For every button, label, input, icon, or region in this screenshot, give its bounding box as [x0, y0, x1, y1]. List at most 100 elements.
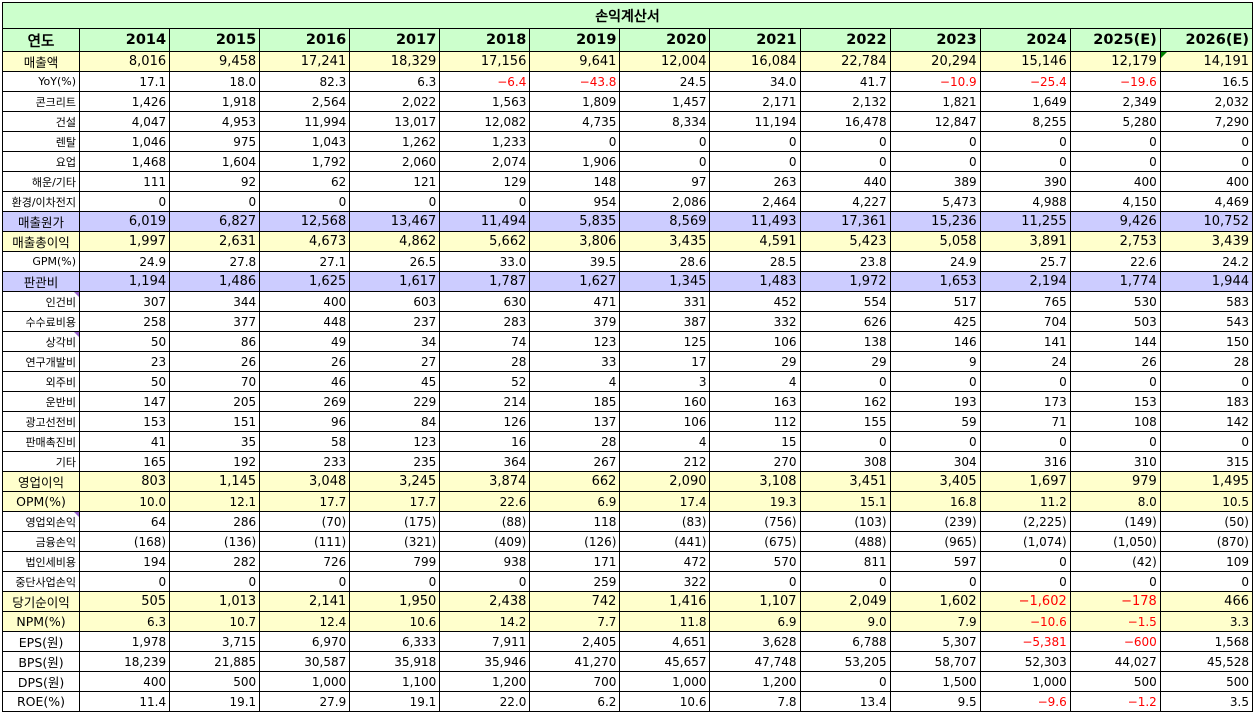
table-cell[interactable]: 35	[169, 431, 261, 452]
table-cell[interactable]: 45	[349, 371, 441, 392]
row-label[interactable]: 운반비	[1, 391, 81, 412]
table-cell[interactable]: 1,145	[169, 471, 261, 492]
table-cell[interactable]: 0	[709, 151, 801, 172]
table-cell[interactable]: (168)	[79, 531, 171, 552]
table-cell[interactable]: 35,918	[349, 651, 441, 672]
table-cell[interactable]: 0	[1159, 371, 1254, 392]
table-cell[interactable]: 7.9	[889, 611, 981, 632]
table-cell[interactable]: 26.5	[349, 251, 441, 272]
table-cell[interactable]: 2,049	[799, 591, 891, 612]
table-cell[interactable]: 11,493	[709, 211, 801, 232]
table-cell[interactable]: 53,205	[799, 651, 891, 672]
table-cell[interactable]: 17.1	[79, 71, 171, 92]
table-cell[interactable]: 2,405	[529, 631, 621, 652]
table-cell[interactable]: (70)	[259, 511, 351, 532]
table-cell[interactable]: 765	[979, 291, 1071, 312]
table-cell[interactable]: 543	[1159, 311, 1254, 332]
table-cell[interactable]: 0	[709, 131, 801, 152]
table-cell[interactable]: 34.0	[709, 71, 801, 92]
table-cell[interactable]: 41.7	[799, 71, 891, 92]
table-cell[interactable]: 82.3	[259, 71, 351, 92]
table-cell[interactable]: 1,972	[799, 271, 891, 292]
table-cell[interactable]: 28.6	[619, 251, 711, 272]
table-cell[interactable]: (111)	[259, 531, 351, 552]
table-cell[interactable]: 8,569	[619, 211, 711, 232]
year-header-cell[interactable]: 2017	[349, 28, 441, 52]
table-cell[interactable]: 10,752	[1159, 211, 1254, 232]
table-cell[interactable]: 379	[529, 311, 621, 332]
table-cell[interactable]: 24	[979, 351, 1071, 372]
table-cell[interactable]: 1,774	[1069, 271, 1161, 292]
table-cell[interactable]: 97	[619, 171, 711, 192]
row-label[interactable]: 매출총이익	[1, 231, 81, 252]
year-header-cell[interactable]: 2021	[709, 28, 801, 52]
table-cell[interactable]: 0	[1159, 131, 1254, 152]
table-cell[interactable]: 59	[889, 411, 981, 432]
table-cell[interactable]: 153	[1069, 391, 1161, 412]
table-cell[interactable]: 5,835	[529, 211, 621, 232]
table-cell[interactable]: 1,500	[889, 671, 981, 692]
table-cell[interactable]: 13.4	[799, 691, 891, 712]
table-cell[interactable]: 307	[79, 291, 171, 312]
table-cell[interactable]: 1,653	[889, 271, 981, 292]
table-cell[interactable]: 400	[79, 671, 171, 692]
table-cell[interactable]: 121	[349, 171, 441, 192]
year-header-cell[interactable]: 2020	[619, 28, 711, 52]
table-cell[interactable]: 148	[529, 171, 621, 192]
row-label[interactable]: 당기순이익	[1, 591, 81, 612]
table-cell[interactable]: (441)	[619, 531, 711, 552]
table-cell[interactable]: 92	[169, 171, 261, 192]
table-cell[interactable]: 1,043	[259, 131, 351, 152]
table-cell[interactable]: (1,074)	[979, 531, 1071, 552]
table-cell[interactable]: 270	[709, 451, 801, 472]
table-cell[interactable]: 8,255	[979, 111, 1071, 132]
table-cell[interactable]: 364	[439, 451, 531, 472]
table-cell[interactable]: 316	[979, 451, 1071, 472]
table-cell[interactable]: 46	[259, 371, 351, 392]
table-cell[interactable]: 15,236	[889, 211, 981, 232]
year-header-cell[interactable]: 2014	[79, 28, 171, 52]
table-cell[interactable]: 4,862	[349, 231, 441, 252]
table-cell[interactable]: 6.9	[529, 491, 621, 512]
table-cell[interactable]: 3.3	[1159, 611, 1254, 632]
table-cell[interactable]: 29	[799, 351, 891, 372]
table-cell[interactable]: 1,627	[529, 271, 621, 292]
row-label[interactable]: 매출액	[1, 51, 81, 72]
table-cell[interactable]: 1,426	[79, 91, 171, 112]
table-cell[interactable]: 0	[799, 151, 891, 172]
table-cell[interactable]: 1,978	[79, 631, 171, 652]
table-cell[interactable]: 1,000	[979, 671, 1071, 692]
table-cell[interactable]: 0	[799, 571, 891, 592]
table-cell[interactable]: 4	[619, 431, 711, 452]
row-label[interactable]: 콘크리트	[1, 91, 81, 112]
table-cell[interactable]: 11.8	[619, 611, 711, 632]
table-cell[interactable]: 1,625	[259, 271, 351, 292]
table-cell[interactable]: 0	[799, 431, 891, 452]
table-cell[interactable]: (50)	[1159, 511, 1254, 532]
row-label[interactable]: 중단사업손익	[1, 571, 81, 592]
year-header-cell[interactable]: 2019	[529, 28, 621, 52]
table-cell[interactable]: 22.6	[1069, 251, 1161, 272]
table-cell[interactable]: 2,141	[259, 591, 351, 612]
table-cell[interactable]: 11.4	[79, 691, 171, 712]
table-cell[interactable]: 3,405	[889, 471, 981, 492]
table-cell[interactable]: 1,233	[439, 131, 531, 152]
table-cell[interactable]: 237	[349, 311, 441, 332]
table-cell[interactable]: 16,084	[709, 51, 801, 72]
table-cell[interactable]: 123	[529, 331, 621, 352]
row-label[interactable]: ROE(%)	[1, 691, 81, 712]
table-cell[interactable]: 4,047	[79, 111, 171, 132]
table-cell[interactable]: 0	[1069, 371, 1161, 392]
table-cell[interactable]: 1,345	[619, 271, 711, 292]
row-label[interactable]: 건설	[1, 111, 81, 132]
table-cell[interactable]: 12,082	[439, 111, 531, 132]
table-cell[interactable]: 283	[439, 311, 531, 332]
table-cell[interactable]: 0	[889, 571, 981, 592]
table-cell[interactable]: 17.4	[619, 491, 711, 512]
table-cell[interactable]: (2,225)	[979, 511, 1071, 532]
table-cell[interactable]: 71	[979, 411, 1071, 432]
row-label[interactable]: NPM(%)	[1, 611, 81, 632]
table-cell[interactable]: 4,227	[799, 191, 891, 212]
table-cell[interactable]: 19.3	[709, 491, 801, 512]
table-cell[interactable]: 12.4	[259, 611, 351, 632]
